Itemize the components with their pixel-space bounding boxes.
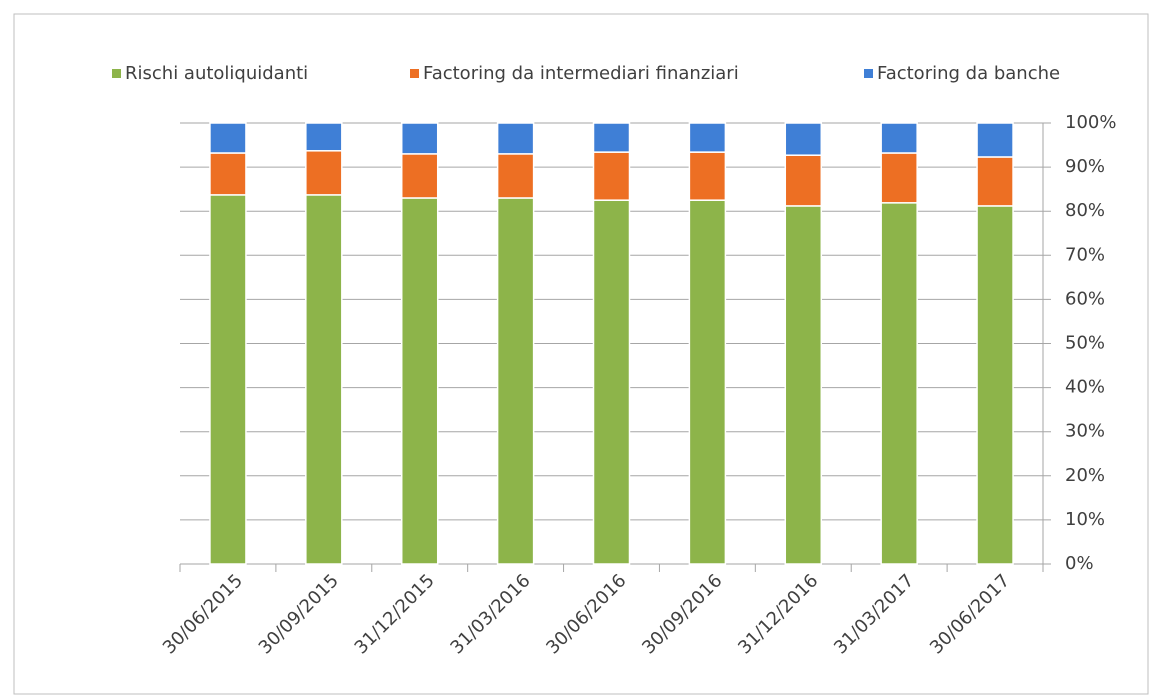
bar-segment	[496, 153, 535, 199]
bar-segment	[976, 122, 1014, 158]
legend-swatch	[410, 69, 419, 78]
legend-label: Rischi autoliquidanti	[125, 63, 308, 84]
bar-segment	[784, 122, 823, 156]
bar-segment	[496, 197, 535, 565]
y-tick-label: 30%	[1065, 421, 1105, 442]
y-tick-label: 60%	[1065, 288, 1105, 309]
bar-segment	[976, 205, 1014, 565]
bar-segment	[592, 199, 631, 565]
legend-label: Factoring da banche	[877, 63, 1060, 84]
legend-label: Factoring da intermediari finanziari	[423, 63, 739, 84]
bar-segment	[209, 194, 247, 565]
bar-segment	[880, 122, 918, 154]
bar-segment	[400, 197, 439, 565]
bar-segment	[688, 199, 727, 565]
bar-segment	[305, 150, 343, 196]
bar-segment	[880, 202, 918, 565]
legend-swatch	[112, 69, 121, 78]
bar-segment	[976, 156, 1014, 207]
bar-segment	[400, 153, 439, 199]
y-tick-label: 70%	[1065, 244, 1105, 265]
bar-segment	[880, 152, 918, 204]
chart-frame	[13, 13, 1149, 695]
y-tick-label: 100%	[1065, 112, 1116, 133]
y-tick-label: 40%	[1065, 377, 1105, 398]
bar-segment	[688, 122, 727, 153]
bar-segment	[305, 122, 343, 152]
y-tick-label: 80%	[1065, 200, 1105, 221]
bar-segment	[688, 151, 727, 201]
y-tick-label: 90%	[1065, 156, 1105, 177]
bar-segment	[305, 194, 343, 565]
bar-segment	[400, 122, 439, 155]
y-tick-label: 10%	[1065, 509, 1105, 530]
bar-segment	[784, 154, 823, 207]
bar-segment	[209, 152, 247, 196]
legend-swatch	[864, 69, 873, 78]
bar-segment	[592, 122, 631, 153]
y-tick-label: 0%	[1065, 553, 1094, 574]
bar-segment	[209, 122, 247, 154]
bar-segment	[496, 122, 535, 155]
y-tick-label: 50%	[1065, 333, 1105, 354]
y-tick-label: 20%	[1065, 465, 1105, 486]
bar-segment	[592, 151, 631, 201]
bar-segment	[784, 205, 823, 565]
